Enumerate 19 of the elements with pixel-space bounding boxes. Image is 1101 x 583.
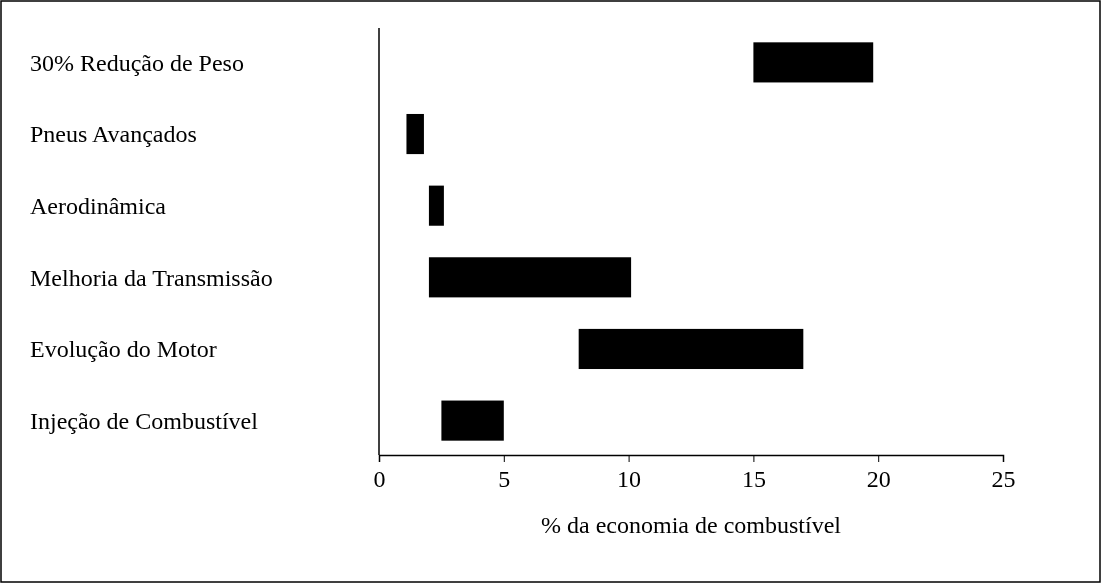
bar — [441, 400, 504, 441]
x-tick-label: 25 — [991, 465, 1016, 492]
x-tick-label: 20 — [866, 465, 891, 492]
bar — [578, 328, 804, 370]
y-tick-label: Melhoria da Transmissão — [30, 264, 273, 291]
x-tick-label: 15 — [741, 465, 766, 492]
x-axis-title: % da economia de combustível — [541, 512, 842, 538]
bar — [428, 257, 632, 298]
bar — [406, 113, 424, 155]
x-tick-label: 10 — [617, 465, 642, 492]
y-tick-label: Pneus Avançados — [30, 121, 197, 148]
bar — [428, 185, 444, 226]
y-tick-label: Injeção de Combustível — [30, 408, 259, 435]
x-tick-label: 0 — [373, 465, 386, 492]
y-tick-label: Aerodinâmica — [30, 193, 167, 220]
y-tick-label: 30% Redução de Peso — [30, 49, 244, 76]
x-tick-label: 5 — [498, 465, 511, 492]
y-tick-label: Evolução do Motor — [30, 336, 217, 363]
bar — [753, 42, 874, 83]
